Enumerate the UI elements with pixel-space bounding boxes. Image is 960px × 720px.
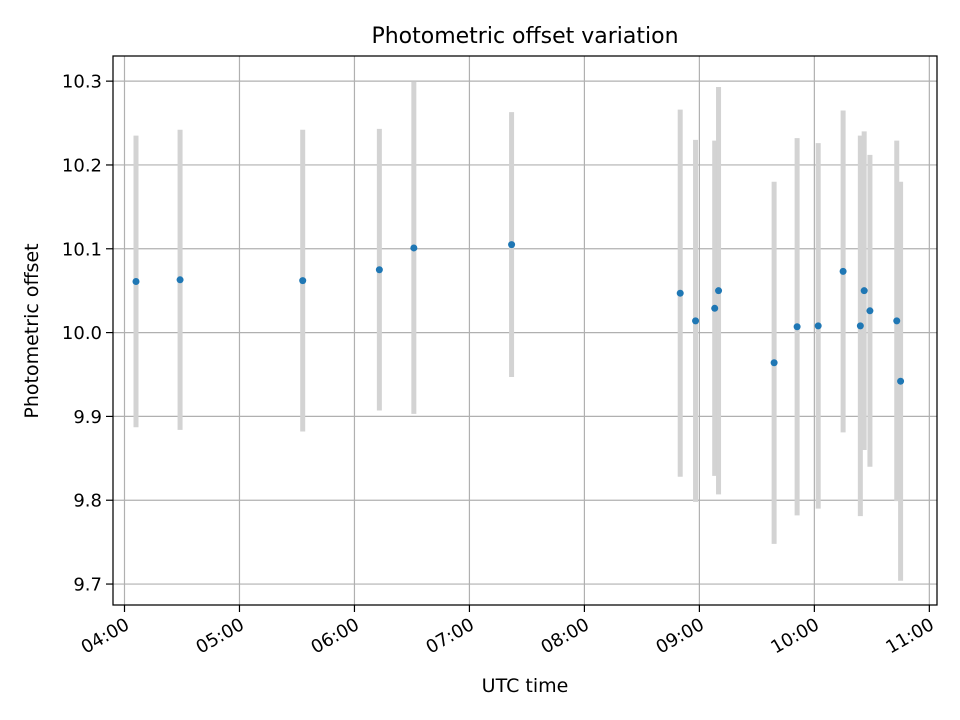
data-point — [410, 244, 418, 252]
data-point — [897, 377, 905, 385]
data-point — [692, 317, 700, 325]
data-point — [711, 304, 719, 312]
data-point — [132, 277, 140, 285]
y-tick-label: 10.1 — [62, 239, 102, 260]
y-axis-ticks: 9.7 9.8 9.9 10.0 10.1 10.2 10.3 — [62, 72, 113, 596]
data-point — [375, 266, 383, 274]
data-point — [814, 322, 822, 330]
x-axis-label: UTC time — [482, 675, 569, 697]
data-point — [508, 241, 516, 249]
data-point — [715, 287, 723, 295]
data-points — [132, 241, 905, 385]
data-point — [793, 323, 801, 331]
data-point — [770, 359, 778, 367]
y-tick-label: 9.9 — [73, 407, 102, 428]
plot-frame — [112, 55, 938, 606]
chart-title: Photometric offset variation — [371, 24, 678, 49]
y-axis-label: Photometric offset — [21, 243, 43, 418]
data-point — [866, 307, 874, 315]
grid — [113, 56, 937, 605]
y-tick-label: 9.8 — [73, 491, 102, 512]
y-tick-label: 10.2 — [62, 155, 102, 176]
data-point — [176, 276, 184, 284]
data-point — [839, 267, 847, 275]
data-point — [856, 322, 864, 330]
y-tick-label: 10.0 — [62, 323, 102, 344]
y-tick-label: 9.7 — [73, 575, 102, 596]
plot-area — [113, 56, 937, 605]
data-point — [676, 289, 684, 297]
data-point — [860, 287, 868, 295]
y-tick-label: 10.3 — [62, 72, 102, 93]
data-point — [299, 277, 307, 285]
data-point — [893, 317, 901, 325]
